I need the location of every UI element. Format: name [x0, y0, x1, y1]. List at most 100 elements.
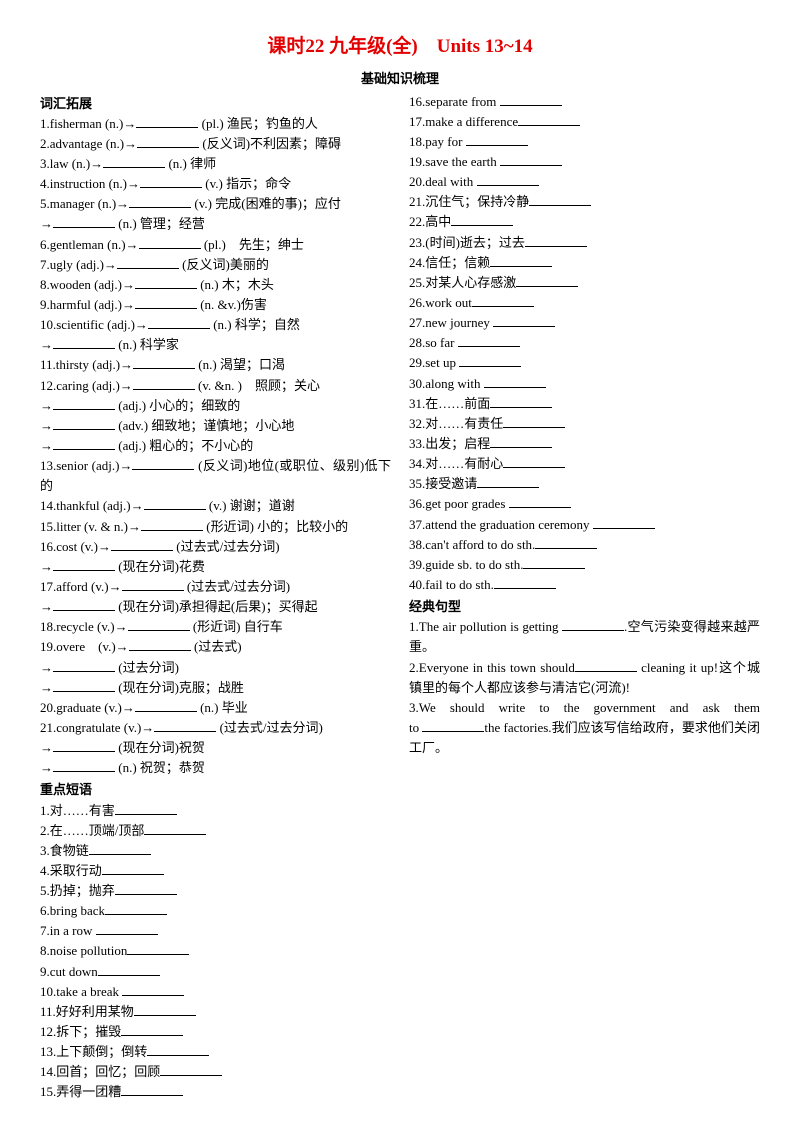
blank-field[interactable]	[122, 983, 184, 996]
blank-field[interactable]	[129, 195, 191, 208]
list-item: 7.in a row	[40, 921, 391, 941]
blank-field[interactable]	[422, 719, 484, 732]
blank-field[interactable]	[523, 556, 585, 569]
blank-field[interactable]	[105, 902, 167, 915]
blank-field[interactable]	[141, 518, 203, 531]
list-item: 21.congratulate (v.)→ (过去式/过去分词)	[40, 718, 391, 738]
blank-field[interactable]	[525, 234, 587, 247]
blank-field[interactable]	[593, 516, 655, 529]
blank-field[interactable]	[129, 638, 191, 651]
blank-field[interactable]	[121, 1023, 183, 1036]
list-item: 6.gentleman (n.)→ (pl.) 先生；绅士	[40, 235, 391, 255]
blank-field[interactable]	[494, 576, 556, 589]
blank-field[interactable]	[53, 679, 115, 692]
blank-field[interactable]	[466, 133, 528, 146]
list-item: 16.cost (v.)→ (过去式/过去分词)	[40, 537, 391, 557]
blank-field[interactable]	[115, 882, 177, 895]
blank-field[interactable]	[103, 155, 165, 168]
blank-field[interactable]	[135, 699, 197, 712]
blank-field[interactable]	[493, 314, 555, 327]
blank-field[interactable]	[53, 659, 115, 672]
blank-field[interactable]	[134, 1003, 196, 1016]
blank-field[interactable]	[490, 254, 552, 267]
blank-field[interactable]	[96, 922, 158, 935]
blank-field[interactable]	[133, 377, 195, 390]
list-item: 3.We should write to the government and …	[409, 698, 760, 718]
blank-field[interactable]	[148, 316, 210, 329]
list-item: 27.new journey	[409, 313, 760, 333]
list-item: 1.对……有害	[40, 801, 391, 821]
blank-field[interactable]	[490, 395, 552, 408]
list-item: 35.接受邀请	[409, 474, 760, 494]
list-item: 37.attend the graduation ceremony	[409, 515, 760, 535]
blank-field[interactable]	[529, 193, 591, 206]
blank-field[interactable]	[459, 354, 521, 367]
blank-field[interactable]	[117, 256, 179, 269]
blank-field[interactable]	[139, 236, 201, 249]
blank-field[interactable]	[53, 759, 115, 772]
blank-field[interactable]	[53, 417, 115, 430]
blank-field[interactable]	[503, 415, 565, 428]
blank-field[interactable]	[535, 536, 597, 549]
blank-field[interactable]	[144, 497, 206, 510]
list-item: 13.senior (adj.)→ (反义词)地位(或职位、级别)低下的	[40, 456, 391, 496]
list-item: 14.回首；回忆；回顾	[40, 1062, 391, 1082]
blank-field[interactable]	[477, 173, 539, 186]
blank-field[interactable]	[490, 435, 552, 448]
list-item: 9.harmful (adj.)→ (n. &v.)伤害	[40, 295, 391, 315]
list-item: 2.Everyone in this town should cleaning …	[409, 658, 760, 698]
list-item: → (n.) 科学家	[40, 335, 391, 355]
list-item: 8.noise pollution	[40, 941, 391, 961]
blank-field[interactable]	[135, 276, 197, 289]
blank-field[interactable]	[128, 618, 190, 631]
blank-field[interactable]	[53, 437, 115, 450]
list-item: 31.在……前面	[409, 394, 760, 414]
blank-field[interactable]	[451, 213, 513, 226]
blank-field[interactable]	[458, 334, 520, 347]
blank-field[interactable]	[102, 862, 164, 875]
blank-field[interactable]	[160, 1063, 222, 1076]
blank-field[interactable]	[500, 93, 562, 106]
blank-field[interactable]	[562, 618, 624, 631]
blank-field[interactable]	[115, 802, 177, 815]
blank-field[interactable]	[503, 455, 565, 468]
blank-field[interactable]	[53, 558, 115, 571]
list-item: 17.afford (v.)→ (过去式/过去分词)	[40, 577, 391, 597]
blank-field[interactable]	[516, 274, 578, 287]
blank-field[interactable]	[121, 1083, 183, 1096]
blank-field[interactable]	[53, 336, 115, 349]
blank-field[interactable]	[53, 598, 115, 611]
blank-field[interactable]	[509, 495, 571, 508]
blank-field[interactable]	[122, 578, 184, 591]
list-item: 10.take a break	[40, 982, 391, 1002]
page-title: 课时22 九年级(全) Units 13~14	[40, 32, 760, 61]
list-item: → (现在分词)花费	[40, 557, 391, 577]
blank-field[interactable]	[127, 942, 189, 955]
blank-field[interactable]	[472, 294, 534, 307]
blank-field[interactable]	[136, 115, 198, 128]
list-item: 5.manager (n.)→ (v.) 完成(困难的事)；应付	[40, 194, 391, 214]
blank-field[interactable]	[89, 842, 151, 855]
blank-field[interactable]	[500, 153, 562, 166]
blank-field[interactable]	[518, 113, 580, 126]
blank-field[interactable]	[154, 719, 216, 732]
blank-field[interactable]	[484, 375, 546, 388]
blank-field[interactable]	[53, 215, 115, 228]
blank-field[interactable]	[575, 659, 637, 672]
list-item: 39.guide sb. to do sth.	[409, 555, 760, 575]
blank-field[interactable]	[140, 175, 202, 188]
blank-field[interactable]	[137, 135, 199, 148]
blank-field[interactable]	[144, 822, 206, 835]
blank-field[interactable]	[132, 457, 194, 470]
blank-field[interactable]	[135, 296, 197, 309]
blank-field[interactable]	[53, 397, 115, 410]
blank-field[interactable]	[53, 739, 115, 752]
blank-field[interactable]	[133, 356, 195, 369]
list-item: 19.overe (v.)→ (过去式)	[40, 637, 391, 657]
blank-field[interactable]	[147, 1043, 209, 1056]
list-item: 32.对……有责任	[409, 414, 760, 434]
blank-field[interactable]	[98, 963, 160, 976]
blank-field[interactable]	[111, 538, 173, 551]
list-item: 18.recycle (v.)→ (形近词) 自行车	[40, 617, 391, 637]
blank-field[interactable]	[477, 475, 539, 488]
